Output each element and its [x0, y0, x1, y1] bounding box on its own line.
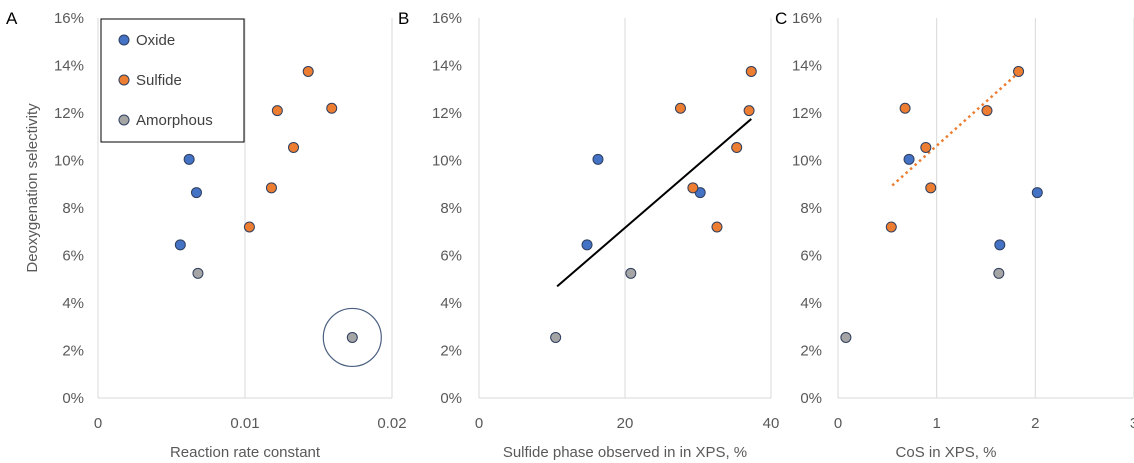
panel-letter: B — [398, 9, 409, 28]
trendline — [891, 71, 1020, 187]
x-tick-label: 0.01 — [230, 415, 259, 432]
panel-letter: A — [6, 9, 18, 28]
data-point-sulfide — [920, 141, 932, 153]
data-point-sulfide — [981, 105, 993, 117]
data-point-amorphous — [625, 267, 637, 279]
x-axis-label: Sulfide phase observed in in XPS, % — [503, 444, 747, 461]
data-point-sulfide — [271, 105, 283, 117]
x-axis-label: CoS in XPS, % — [896, 444, 997, 461]
data-point-sulfide — [243, 221, 255, 233]
x-tick-label: 40 — [763, 415, 780, 432]
data-point-sulfide — [899, 102, 911, 114]
data-point-sulfide — [925, 182, 937, 194]
data-point-sulfide — [326, 102, 338, 114]
y-tick-label: 0% — [62, 390, 84, 407]
legend-marker-amorphous — [118, 114, 130, 126]
data-point-oxide — [1031, 187, 1043, 199]
data-point-amorphous — [550, 331, 562, 343]
data-point-oxide — [183, 153, 195, 165]
data-point-sulfide — [711, 221, 723, 233]
y-tick-label: 6% — [440, 248, 462, 265]
y-tick-label: 10% — [432, 153, 462, 170]
y-tick-label: 14% — [792, 58, 822, 75]
data-point-oxide — [581, 239, 593, 251]
y-tick-label: 6% — [62, 248, 84, 265]
y-tick-label: 4% — [800, 295, 822, 312]
y-tick-label: 12% — [792, 105, 822, 122]
data-point-oxide — [903, 153, 915, 165]
y-tick-label: 6% — [800, 248, 822, 265]
y-tick-label: 0% — [440, 390, 462, 407]
y-tick-label: 14% — [432, 58, 462, 75]
x-tick-label: 1 — [932, 415, 940, 432]
y-tick-label: 2% — [440, 343, 462, 360]
data-point-amorphous — [993, 267, 1005, 279]
y-tick-label: 0% — [800, 390, 822, 407]
data-point-sulfide — [885, 221, 897, 233]
chart-panel-b: 0% 2% 4% 6% 8% 10% 12% 14% 16% 0 20 40 Sulfide phase… — [398, 9, 779, 461]
y-tick-label: 16% — [792, 10, 822, 27]
x-tick-label: 20 — [617, 415, 634, 432]
y-tick-label: 4% — [440, 295, 462, 312]
data-point-amorphous — [192, 267, 204, 279]
x-tick-label: 3 — [1130, 415, 1134, 432]
data-point-amorphous — [346, 331, 358, 343]
data-point-oxide — [592, 153, 604, 165]
y-tick-label: 10% — [792, 153, 822, 170]
y-tick-label: 2% — [62, 343, 84, 360]
legend-label-oxide: Oxide — [136, 32, 175, 49]
legend-marker-oxide — [118, 34, 130, 46]
data-point-sulfide — [731, 141, 743, 153]
y-tick-label: 12% — [432, 105, 462, 122]
x-tick-label: 0 — [94, 415, 102, 432]
y-tick-label: 4% — [62, 295, 84, 312]
highlight-circle — [322, 307, 382, 368]
data-point-sulfide — [687, 182, 699, 194]
y-tick-label: 16% — [432, 10, 462, 27]
data-point-sulfide — [302, 65, 314, 77]
data-point-sulfide — [743, 105, 755, 117]
data-point-sulfide — [288, 141, 300, 153]
panel-letter: C — [775, 9, 787, 28]
x-tick-label: 0.02 — [377, 415, 406, 432]
x-tick-label: 0 — [834, 415, 842, 432]
chart-panel-a: 0% 2% 4% 6% 8% 10% 12% 14% 16% 0 0.01 0.02 Reaction … — [6, 9, 407, 461]
y-tick-label: 16% — [54, 10, 84, 27]
legend-label-sulfide: Sulfide — [136, 72, 182, 89]
data-point-oxide — [174, 239, 186, 251]
data-point-sulfide — [745, 65, 757, 77]
x-tick-label: 0 — [475, 415, 483, 432]
data-point-amorphous — [840, 331, 852, 343]
data-point-oxide — [190, 187, 202, 199]
y-tick-label: 8% — [800, 200, 822, 217]
y-tick-label: 12% — [54, 105, 84, 122]
x-tick-label: 2 — [1031, 415, 1039, 432]
chart-panel-c: 0% 2% 4% 6% 8% 10% 12% 14% 16% 0 1 2 3 CoS in XPS, % C — [775, 9, 1134, 461]
legend-marker-sulfide — [118, 74, 130, 86]
y-axis-label: Deoxygenation selectivity — [24, 103, 41, 273]
y-tick-label: 14% — [54, 58, 84, 75]
data-point-oxide — [994, 239, 1006, 251]
y-tick-label: 2% — [800, 343, 822, 360]
data-point-sulfide — [674, 102, 686, 114]
legend-label-amorphous: Amorphous — [136, 112, 213, 129]
trendline — [556, 118, 752, 288]
y-tick-label: 8% — [440, 200, 462, 217]
y-tick-label: 8% — [62, 200, 84, 217]
data-point-sulfide — [265, 182, 277, 194]
x-axis-label: Reaction rate constant — [170, 444, 321, 461]
data-point-sulfide — [1013, 65, 1025, 77]
y-tick-label: 10% — [54, 153, 84, 170]
legend: Oxide Sulfide Amorphous — [100, 18, 245, 143]
